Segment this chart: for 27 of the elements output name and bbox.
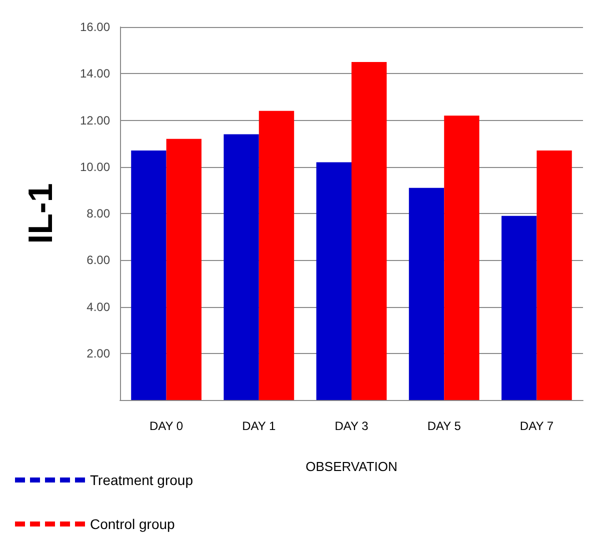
x-tick-label: DAY 1 [242, 419, 276, 433]
bar [131, 150, 166, 400]
legend-label: Treatment group [90, 472, 194, 488]
x-tick-label: DAY 0 [150, 419, 184, 433]
bar [224, 134, 259, 400]
bar [258, 110, 294, 400]
y-axis-title: IL-1 [22, 183, 60, 244]
bar [166, 138, 202, 400]
y-tick-label: 10.00 [80, 160, 110, 174]
x-tick-label: DAY 7 [520, 419, 554, 433]
x-axis-title: OBSERVATION [306, 459, 398, 474]
y-tick-label: 2.00 [86, 346, 110, 360]
y-tick-label: 8.00 [86, 206, 110, 220]
x-tick-label: DAY 5 [427, 419, 462, 433]
legend-label: Control group [90, 516, 176, 532]
y-tick-label: 14.00 [80, 66, 110, 81]
y-tick-label: 6.00 [86, 253, 110, 268]
bar [352, 62, 387, 400]
bar [408, 188, 444, 400]
bar [502, 216, 537, 400]
bar [316, 162, 352, 400]
bar [536, 150, 572, 400]
y-tick-label: 4.00 [86, 300, 110, 314]
y-tick-label: 12.00 [80, 113, 110, 128]
x-tick-label: DAY 3 [334, 419, 369, 433]
bar [444, 116, 480, 400]
y-tick-label: 16.00 [80, 20, 110, 34]
